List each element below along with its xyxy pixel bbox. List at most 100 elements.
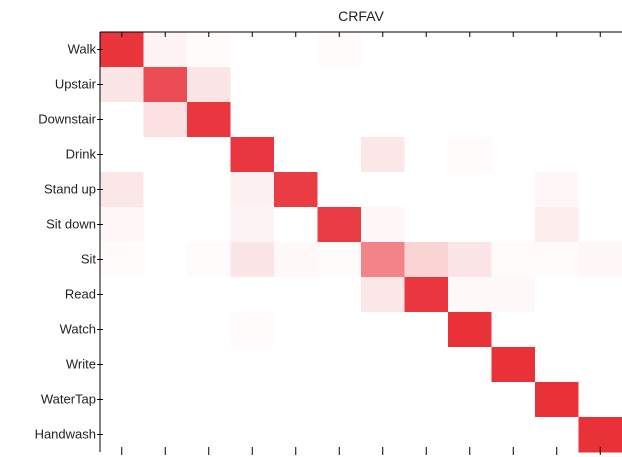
heatmap-cell (187, 277, 231, 313)
heatmap-cell (100, 277, 144, 313)
row-label: Stand up (44, 182, 96, 197)
heatmap-cell (578, 277, 622, 313)
heatmap-cell (274, 102, 318, 138)
heatmap-cells (100, 32, 622, 453)
heatmap-cell (143, 242, 188, 278)
heatmap-cell (230, 67, 275, 103)
heatmap-cell (230, 102, 275, 138)
row-label: Drink (66, 147, 97, 162)
heatmap-cell (535, 207, 579, 243)
heatmap-axes (97, 31, 622, 455)
heatmap-cell (491, 137, 536, 173)
row-label: Walk (68, 42, 97, 57)
heatmap-cell (143, 277, 188, 313)
heatmap-cell (143, 172, 188, 208)
chart-title: CRFAV (338, 8, 384, 24)
heatmap-cell (187, 312, 231, 348)
heatmap-cell (448, 137, 492, 173)
heatmap-cell (230, 137, 275, 173)
heatmap-cell (448, 172, 492, 208)
heatmap-cell (143, 137, 188, 173)
heatmap-cell (361, 312, 405, 348)
heatmap-cell (187, 347, 231, 383)
heatmap-cell (100, 137, 144, 173)
heatmap-cell (535, 137, 579, 173)
heatmap-cell (361, 172, 405, 208)
heatmap-cell (274, 382, 318, 418)
heatmap-cell (100, 102, 144, 138)
heatmap-cell (274, 277, 318, 313)
heatmap-cell (187, 67, 231, 103)
heatmap-cell (448, 382, 492, 418)
heatmap-cell (230, 172, 275, 208)
row-label: Downstair (38, 112, 96, 127)
heatmap-cell (317, 312, 362, 348)
heatmap-cell (404, 382, 449, 418)
heatmap-cell (404, 312, 449, 348)
heatmap-cell (361, 102, 405, 138)
heatmap-cell (404, 417, 449, 453)
heatmap-cell (100, 32, 144, 68)
row-label: Write (66, 357, 96, 372)
heatmap-cell (535, 312, 579, 348)
heatmap-cell (230, 347, 275, 383)
heatmap-cell (274, 137, 318, 173)
heatmap-cell (361, 347, 405, 383)
heatmap-cell (317, 137, 362, 173)
heatmap-cell (535, 277, 579, 313)
row-label: Sit (81, 252, 97, 267)
heatmap-cell (361, 67, 405, 103)
heatmap-cell (361, 242, 405, 278)
heatmap-cell (187, 32, 231, 68)
heatmap-cell (491, 32, 536, 68)
heatmap-cell (404, 242, 449, 278)
heatmap-cell (578, 67, 622, 103)
heatmap-cell (187, 382, 231, 418)
heatmap-cell (578, 32, 622, 68)
heatmap-cell (578, 137, 622, 173)
heatmap-cell (491, 242, 536, 278)
heatmap-cell (230, 312, 275, 348)
heatmap-cell (448, 347, 492, 383)
heatmap-cell (404, 277, 449, 313)
heatmap-cell (230, 242, 275, 278)
heatmap-cell (535, 102, 579, 138)
heatmap-cell (317, 382, 362, 418)
heatmap-cell (535, 347, 579, 383)
row-label: Read (65, 287, 96, 302)
heatmap-cell (361, 417, 405, 453)
heatmap-cell (578, 312, 622, 348)
heatmap-cell (578, 347, 622, 383)
heatmap-cell (143, 312, 188, 348)
heatmap-cell (404, 67, 449, 103)
heatmap-cell (578, 102, 622, 138)
heatmap-cell (187, 137, 231, 173)
heatmap-cell (317, 172, 362, 208)
heatmap-cell (143, 67, 188, 103)
heatmap-cell (100, 207, 144, 243)
heatmap-cell (578, 207, 622, 243)
heatmap-cell (361, 382, 405, 418)
heatmap-cell (535, 172, 579, 208)
heatmap-cell (448, 417, 492, 453)
heatmap-cell (274, 312, 318, 348)
heatmap-cell (143, 417, 188, 453)
heatmap-cell (491, 67, 536, 103)
heatmap-cell (100, 242, 144, 278)
heatmap-cell (491, 207, 536, 243)
heatmap-cell (491, 102, 536, 138)
heatmap-cell (448, 312, 492, 348)
heatmap-cell (404, 137, 449, 173)
heatmap-cell (317, 32, 362, 68)
heatmap-cell (317, 417, 362, 453)
heatmap-cell (317, 102, 362, 138)
heatmap-cell (361, 137, 405, 173)
heatmap-cell (100, 417, 144, 453)
heatmap-cell (143, 382, 188, 418)
heatmap-cell (448, 67, 492, 103)
heatmap-cell (404, 347, 449, 383)
heatmap-cell (274, 172, 318, 208)
row-label: WaterTap (41, 392, 96, 407)
heatmap-cell (578, 417, 622, 453)
heatmap-cell (535, 67, 579, 103)
